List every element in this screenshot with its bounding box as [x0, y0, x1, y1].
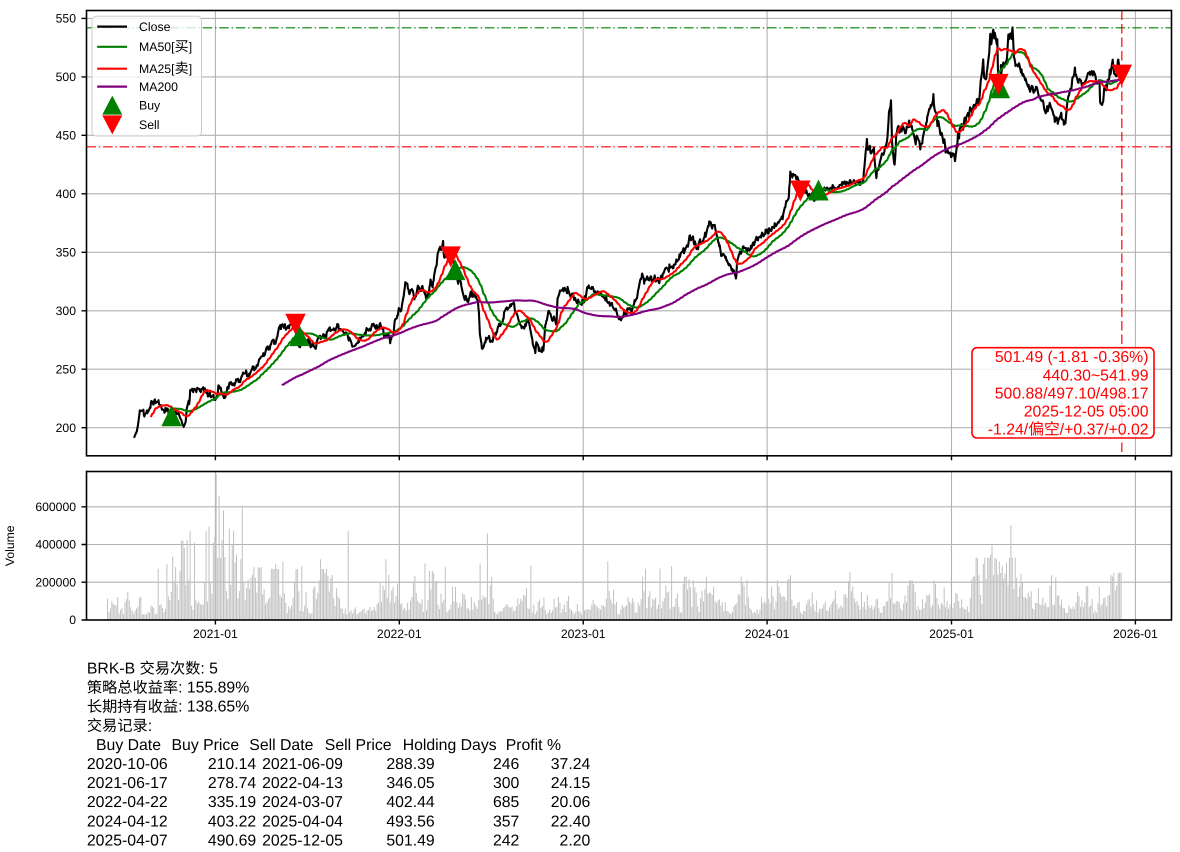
svg-text:Close: Close — [139, 20, 171, 34]
svg-text:2.20: 2.20 — [560, 832, 591, 849]
svg-text:400000: 400000 — [35, 538, 76, 552]
svg-text:/+0.37/+0.02: /+0.37/+0.02 — [1060, 422, 1149, 439]
svg-text:402.44: 402.44 — [386, 794, 435, 811]
svg-text:2023-01: 2023-01 — [561, 627, 606, 641]
svg-text:500: 500 — [56, 70, 77, 84]
svg-text:2025-04-07: 2025-04-07 — [87, 832, 168, 849]
svg-text:22.40: 22.40 — [551, 813, 591, 830]
svg-text:685: 685 — [493, 794, 520, 811]
svg-text:2024-01: 2024-01 — [745, 627, 790, 641]
svg-text:403.22: 403.22 — [208, 813, 256, 830]
svg-text:Sell: Sell — [139, 118, 160, 132]
svg-text:490.69: 490.69 — [208, 832, 257, 849]
svg-text:2024-03-07: 2024-03-07 — [262, 794, 343, 811]
svg-text:2024-04-12: 2024-04-12 — [87, 813, 168, 830]
svg-text:550: 550 — [56, 12, 77, 26]
svg-text:400: 400 — [56, 187, 77, 201]
svg-text:MA25[: MA25[ — [139, 62, 175, 76]
svg-text:Buy Date: Buy Date — [96, 737, 161, 754]
svg-text:2021-06-17: 2021-06-17 — [87, 775, 168, 792]
svg-text:278.74: 278.74 — [208, 775, 257, 792]
svg-text:20.06: 20.06 — [551, 794, 591, 811]
svg-text:2020-10-06: 2020-10-06 — [87, 756, 168, 773]
svg-text:37.24: 37.24 — [551, 756, 591, 773]
svg-text::: : — [148, 718, 152, 735]
svg-text:2021-06-09: 2021-06-09 — [262, 756, 343, 773]
svg-text:450: 450 — [56, 129, 77, 143]
svg-text:288.39: 288.39 — [386, 756, 435, 773]
svg-text:2025-04-04: 2025-04-04 — [262, 813, 343, 830]
svg-text:Buy Price: Buy Price — [172, 737, 240, 754]
svg-text:: 138.65%: : 138.65% — [178, 699, 249, 716]
svg-text:440.30~541.99: 440.30~541.99 — [1043, 367, 1149, 384]
svg-text:: 5: : 5 — [200, 661, 218, 678]
svg-text:2026-01: 2026-01 — [1113, 627, 1158, 641]
svg-text:2022-01: 2022-01 — [377, 627, 422, 641]
svg-text:Buy: Buy — [139, 98, 161, 112]
svg-text:600000: 600000 — [35, 500, 76, 514]
svg-text:500.88/497.10/498.17: 500.88/497.10/498.17 — [995, 385, 1149, 402]
svg-text:250: 250 — [56, 362, 77, 376]
svg-text:0: 0 — [69, 613, 76, 627]
svg-text:300: 300 — [493, 775, 520, 792]
svg-text:Profit %: Profit % — [506, 737, 561, 754]
svg-text:242: 242 — [493, 832, 519, 849]
svg-text:501.49 (-1.81 -0.36%): 501.49 (-1.81 -0.36%) — [995, 349, 1149, 366]
svg-text:Volume: Volume — [3, 525, 17, 566]
svg-text:2022-04-22: 2022-04-22 — [87, 794, 168, 811]
svg-text:]: ] — [189, 62, 192, 76]
svg-text:2021-01: 2021-01 — [193, 627, 238, 641]
svg-text:MA200: MA200 — [139, 80, 178, 94]
svg-text:2022-04-13: 2022-04-13 — [262, 775, 343, 792]
svg-text:2025-01: 2025-01 — [929, 627, 974, 641]
svg-text:346.05: 346.05 — [386, 775, 435, 792]
svg-text:24.15: 24.15 — [551, 775, 591, 792]
svg-text:BRK-B: BRK-B — [87, 661, 135, 678]
svg-text:200000: 200000 — [35, 576, 76, 590]
svg-text:501.49: 501.49 — [386, 832, 435, 849]
svg-text:357: 357 — [493, 813, 519, 830]
svg-text:Sell Date: Sell Date — [249, 737, 313, 754]
svg-text:Holding Days: Holding Days — [403, 737, 497, 754]
svg-text:246: 246 — [493, 756, 520, 773]
svg-text:335.19: 335.19 — [208, 794, 257, 811]
svg-text:493.56: 493.56 — [386, 813, 435, 830]
svg-text:300: 300 — [56, 304, 77, 318]
svg-text:MA50[: MA50[ — [139, 40, 175, 54]
svg-text:2025-12-05: 2025-12-05 — [262, 832, 343, 849]
svg-text:: 155.89%: : 155.89% — [178, 680, 249, 697]
svg-text:210.14: 210.14 — [208, 756, 257, 773]
svg-text:Sell Price: Sell Price — [325, 737, 392, 754]
svg-text:200: 200 — [56, 421, 77, 435]
svg-text:]: ] — [189, 40, 192, 54]
svg-text:350: 350 — [56, 246, 77, 260]
svg-text:2025-12-05 05:00: 2025-12-05 05:00 — [1024, 403, 1149, 420]
svg-text:-1.24/: -1.24/ — [988, 422, 1029, 439]
